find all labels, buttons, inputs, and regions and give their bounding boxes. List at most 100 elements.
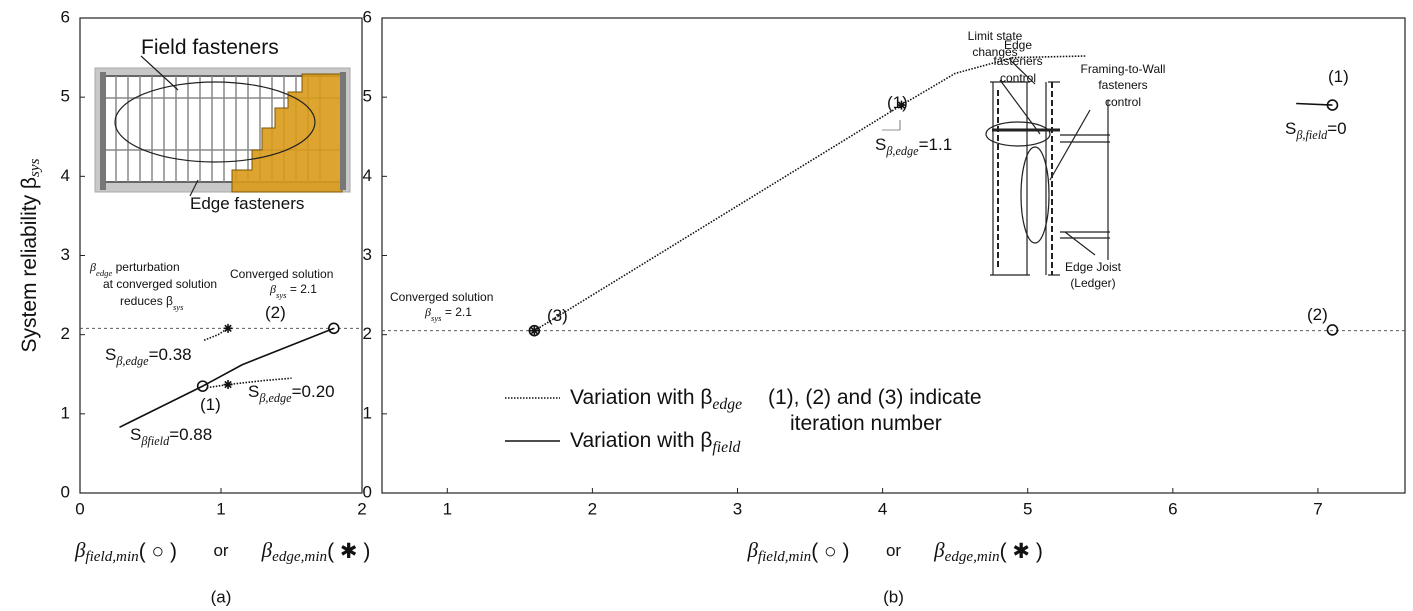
annotation: Framing-to-Wall	[1081, 62, 1166, 76]
annotation-text: changes	[972, 45, 1017, 59]
annotation-subscript: β,edge	[885, 144, 919, 158]
annotation: fasteners	[993, 54, 1042, 68]
annotation: iteration number	[790, 412, 942, 435]
annotation-text: iteration number	[790, 412, 942, 435]
point-circle	[528, 324, 541, 337]
annotation-suffix: =0.20	[292, 382, 335, 401]
annotation-subscript: βfield	[140, 434, 170, 448]
annotation: βfield,min( ○ )	[746, 538, 849, 566]
annotation-text: control	[1000, 71, 1036, 85]
series-line	[533, 55, 1086, 332]
annotation: βedge,min( ✱ )	[261, 538, 371, 566]
annotation-subscript: β,edge	[258, 391, 292, 405]
legend-label: Variation with βfield	[570, 429, 741, 456]
point-circle	[1326, 324, 1339, 336]
annotation: βfield,min( ○ )	[74, 538, 177, 566]
annotation-subscript: field,min	[758, 549, 811, 565]
annotation: (2)	[265, 303, 286, 322]
annotation-text: (1)	[887, 93, 908, 112]
annotation: or	[213, 541, 228, 560]
annotation: Field fasteners	[141, 36, 279, 59]
annotation: Limit state	[968, 29, 1023, 43]
panel-label: (a)	[211, 587, 232, 606]
point-star	[223, 323, 233, 333]
y-tick-label: 0	[61, 482, 70, 501]
annotation-text: (1)	[200, 395, 221, 414]
annotation-suffix: ( ○ )	[139, 540, 177, 563]
annotation-suffix: = 2.1	[442, 305, 473, 319]
legend-label: Variation with βedge	[570, 386, 742, 413]
y-tick-label: 6	[61, 7, 70, 26]
annotation-suffix: ( ✱ )	[1000, 540, 1043, 563]
x-tick-label: 5	[1023, 499, 1032, 518]
annotation-text: Edge fasteners	[190, 194, 304, 213]
annotation-text: Framing-to-Wall	[1081, 62, 1166, 76]
point-circle	[327, 322, 340, 335]
y-tick-label: 2	[61, 324, 70, 343]
annotation-text: Edge	[1004, 38, 1032, 52]
annotation-text: (3)	[547, 306, 568, 325]
legend-subscript: field	[712, 439, 740, 456]
annotation: (3)	[547, 306, 568, 325]
annotation-text: Limit state	[968, 29, 1023, 43]
annotation: or	[886, 541, 901, 560]
annotation: βsys = 2.1	[269, 282, 317, 300]
y-tick-label: 1	[363, 403, 372, 422]
annotation: Edge	[1004, 38, 1032, 52]
annotation-suffix: =0.38	[149, 345, 192, 364]
annotation: Edge fasteners	[190, 194, 304, 213]
annotation-text: S	[1285, 119, 1296, 138]
point-star	[896, 100, 906, 110]
annotation-text: (Ledger)	[1070, 276, 1115, 290]
annotation-text: or	[886, 541, 901, 560]
y-tick-label: 3	[363, 245, 372, 264]
series-line	[119, 327, 335, 429]
legend-subscript: edge	[712, 396, 742, 413]
annotation-suffix: ( ✱ )	[327, 540, 370, 563]
y-tick-label: 3	[61, 245, 70, 264]
annotation: Sβfield=0.88	[130, 425, 212, 447]
annotation-subscript: edge,min	[945, 549, 1000, 565]
annotation-text: β	[933, 538, 945, 562]
annotation-subscript: edge	[96, 268, 112, 278]
annotation: Sβ,field=0	[1285, 119, 1347, 141]
annotation-subscript: sys	[173, 302, 184, 312]
annotation-text: (1), (2) and (3) indicate	[768, 386, 982, 409]
y-tick-label: 0	[363, 482, 372, 501]
annotation-text: Converged solution	[230, 267, 333, 281]
annotation-text: β	[746, 538, 758, 562]
point-star	[529, 326, 539, 336]
annotation: (1)	[1328, 67, 1349, 86]
annotation: changes	[972, 45, 1017, 59]
y-tick-label: 5	[61, 87, 70, 106]
point-circle	[1326, 99, 1339, 111]
annotation: βsys = 2.1	[424, 305, 472, 323]
annotation: Sβ,edge=0.20	[248, 382, 335, 404]
connection-detail-inset	[882, 59, 1110, 276]
annotation: Edge Joist	[1065, 260, 1122, 274]
annotation-text: (2)	[1307, 305, 1328, 324]
x-tick-label: 1	[443, 499, 452, 518]
annotation-suffix: =0	[1327, 119, 1346, 138]
annotation-suffix: = 2.1	[287, 282, 318, 296]
x-tick-label: 0	[75, 499, 84, 518]
annotation-text: β	[424, 305, 431, 319]
y-tick-label: 5	[363, 87, 372, 106]
annotation-text: fasteners	[993, 54, 1042, 68]
annotation: control	[1105, 95, 1141, 109]
annotation: βedge perturbation	[89, 260, 180, 278]
annotation-text: or	[213, 541, 228, 560]
annotation-text: S	[248, 382, 259, 401]
x-tick-label: 7	[1313, 499, 1322, 518]
series-line	[203, 327, 229, 341]
annotation-text: reduces β	[120, 294, 173, 308]
annotation-text: S	[105, 345, 116, 364]
annotation: (1)	[200, 395, 221, 414]
annotation-subscript: sys	[276, 290, 287, 300]
annotation: Sβ,edge=1.1	[875, 135, 952, 157]
series-line	[1296, 102, 1333, 106]
annotation: reduces βsys	[120, 294, 184, 312]
annotation-subscript: field,min	[85, 549, 138, 565]
annotation-text: β	[89, 260, 96, 274]
